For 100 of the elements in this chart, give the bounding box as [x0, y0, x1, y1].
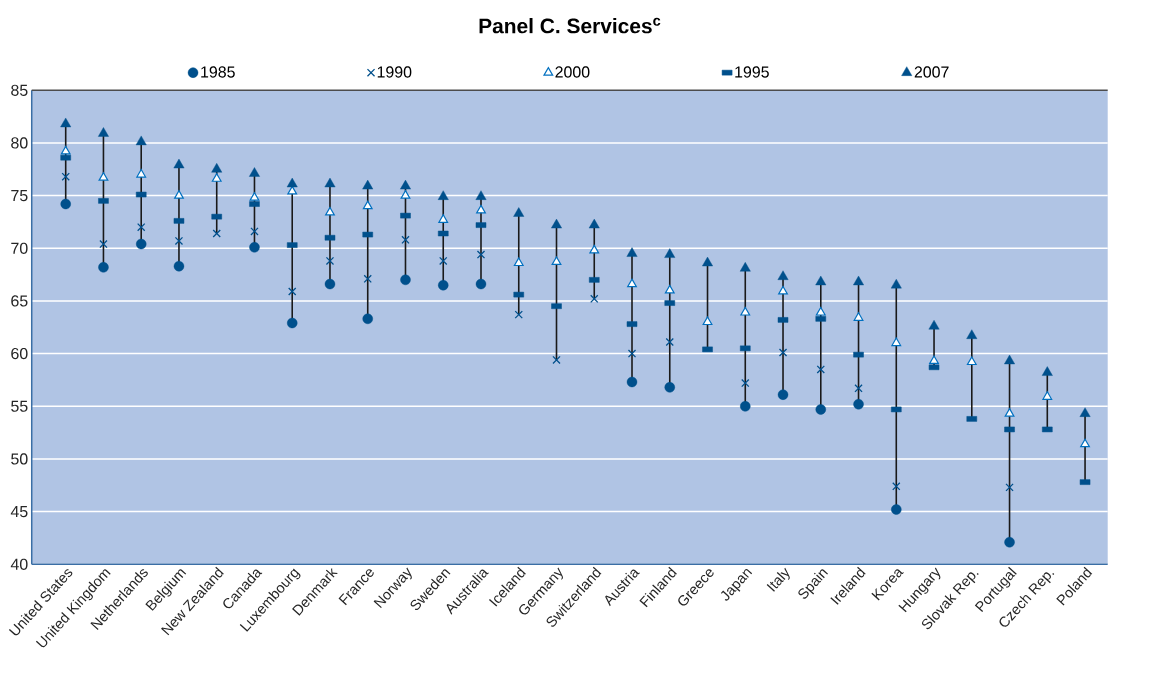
point: [99, 239, 108, 249]
point: [249, 242, 260, 253]
point: [741, 378, 750, 388]
point: [400, 179, 411, 190]
point: [740, 401, 751, 412]
point: [286, 177, 298, 188]
point: [400, 274, 411, 286]
point: [1041, 366, 1053, 376]
point: [551, 256, 562, 266]
point: [250, 227, 259, 236]
point: [475, 278, 487, 290]
point: [362, 179, 374, 190]
y-tick-label: 65: [11, 295, 28, 307]
point: [324, 278, 336, 290]
point: [853, 275, 864, 286]
chart-title: Panel C. Services$^{c}$: [479, 17, 661, 34]
y-tick-label: 50: [11, 453, 28, 465]
point: [136, 168, 147, 178]
point: [98, 127, 109, 137]
point: [590, 294, 599, 304]
point: [552, 355, 561, 365]
legend-label: 1990: [377, 66, 412, 78]
point: [778, 348, 788, 357]
point: [664, 248, 676, 258]
point: [137, 223, 146, 232]
point: [173, 260, 185, 272]
point: [815, 404, 826, 415]
point: [739, 262, 751, 272]
point: [891, 337, 902, 347]
point: [401, 235, 410, 245]
point: [325, 206, 335, 216]
point: [288, 287, 297, 296]
point: [98, 262, 109, 273]
y-tick-label: 60: [11, 347, 28, 360]
point: [928, 320, 940, 330]
point: [664, 382, 675, 393]
point: [362, 313, 373, 325]
point: [854, 384, 863, 393]
point: [777, 389, 789, 400]
point: [1079, 407, 1091, 417]
point: [702, 256, 713, 267]
point: [98, 172, 109, 181]
point: [1004, 536, 1015, 548]
y-tick-label: 85: [11, 84, 28, 96]
point: [1005, 483, 1014, 492]
point: [627, 278, 637, 288]
point: [1042, 391, 1053, 400]
point: [325, 256, 335, 266]
y-tick-label: 75: [11, 190, 28, 202]
point: [664, 284, 675, 294]
point: [174, 190, 184, 199]
point: [61, 172, 70, 181]
point: [438, 214, 449, 223]
point: [173, 158, 185, 169]
y-tick-label: 70: [11, 242, 28, 254]
point: [60, 117, 72, 128]
point: [702, 316, 713, 326]
legend-label: 2007: [914, 66, 949, 78]
point: [211, 173, 222, 182]
point: [60, 145, 71, 155]
point: [476, 250, 486, 259]
y-tick-label: 45: [10, 506, 28, 518]
point: [589, 244, 600, 254]
point: [853, 312, 864, 321]
point: [890, 278, 902, 289]
point: [891, 504, 902, 515]
point: [853, 398, 864, 410]
point: [815, 306, 826, 316]
point: [437, 190, 449, 200]
point: [892, 482, 901, 491]
point: [476, 204, 486, 214]
point: [551, 218, 562, 229]
point: [514, 310, 523, 319]
point: [1004, 354, 1015, 365]
point: [249, 167, 260, 177]
point: [626, 247, 638, 257]
point: [816, 365, 825, 374]
point: [136, 238, 147, 250]
point: [513, 207, 525, 217]
point: [778, 285, 788, 295]
point: [740, 306, 751, 316]
legend-label: 1995: [735, 66, 769, 78]
point: [174, 236, 184, 246]
legend-label: 1985: [201, 66, 235, 78]
point: [1004, 408, 1015, 417]
point: [626, 376, 638, 388]
point: [362, 200, 373, 210]
point: [627, 349, 637, 358]
point: [135, 135, 147, 146]
point: [966, 356, 977, 366]
point: [966, 329, 978, 339]
y-tick-label: 40: [10, 558, 28, 570]
point: [475, 190, 487, 200]
point: [439, 256, 448, 266]
point: [438, 279, 449, 291]
y-tick-label: 80: [11, 137, 28, 149]
point: [363, 274, 372, 283]
point: [212, 229, 221, 238]
point: [249, 192, 260, 201]
point: [929, 355, 939, 365]
